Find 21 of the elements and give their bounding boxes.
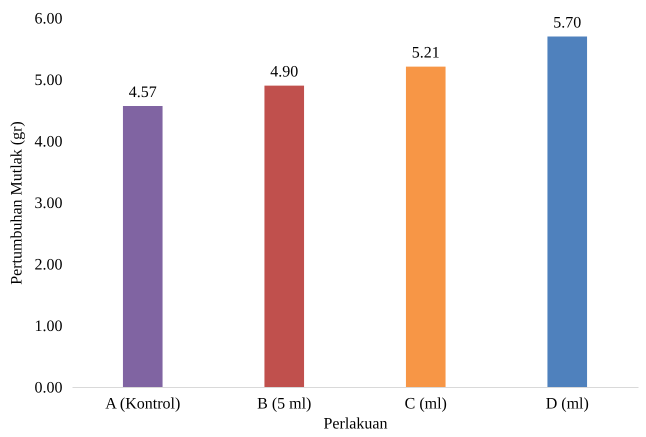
data-label: 4.57: [128, 84, 157, 101]
y-tick-label: 6.00: [34, 10, 62, 28]
data-label: 5.70: [553, 14, 582, 32]
bar: [122, 106, 163, 387]
x-tick-label: C (ml): [404, 396, 447, 412]
y-tick-label: 5.00: [34, 72, 62, 89]
bar: [264, 86, 304, 387]
x-tick-label: B (5 ml): [257, 396, 312, 412]
data-label: 4.90: [270, 64, 298, 81]
bar: [406, 66, 446, 387]
x-axis-title: Perlakuan: [324, 416, 388, 432]
y-tick-label: 0.00: [34, 380, 62, 396]
y-tick-label: 2.00: [34, 256, 62, 274]
y-tick-label: 4.00: [34, 134, 62, 150]
x-tick-label: A (Kontrol): [105, 396, 180, 412]
x-tick-label: D (ml): [546, 396, 589, 412]
bar: [547, 36, 588, 387]
y-axis-title: Pertumbuhan Mutlak (gr): [8, 121, 26, 285]
y-tick-label: 3.00: [34, 195, 62, 212]
data-label: 5.21: [412, 44, 440, 62]
y-tick-label: 1.00: [34, 318, 62, 335]
